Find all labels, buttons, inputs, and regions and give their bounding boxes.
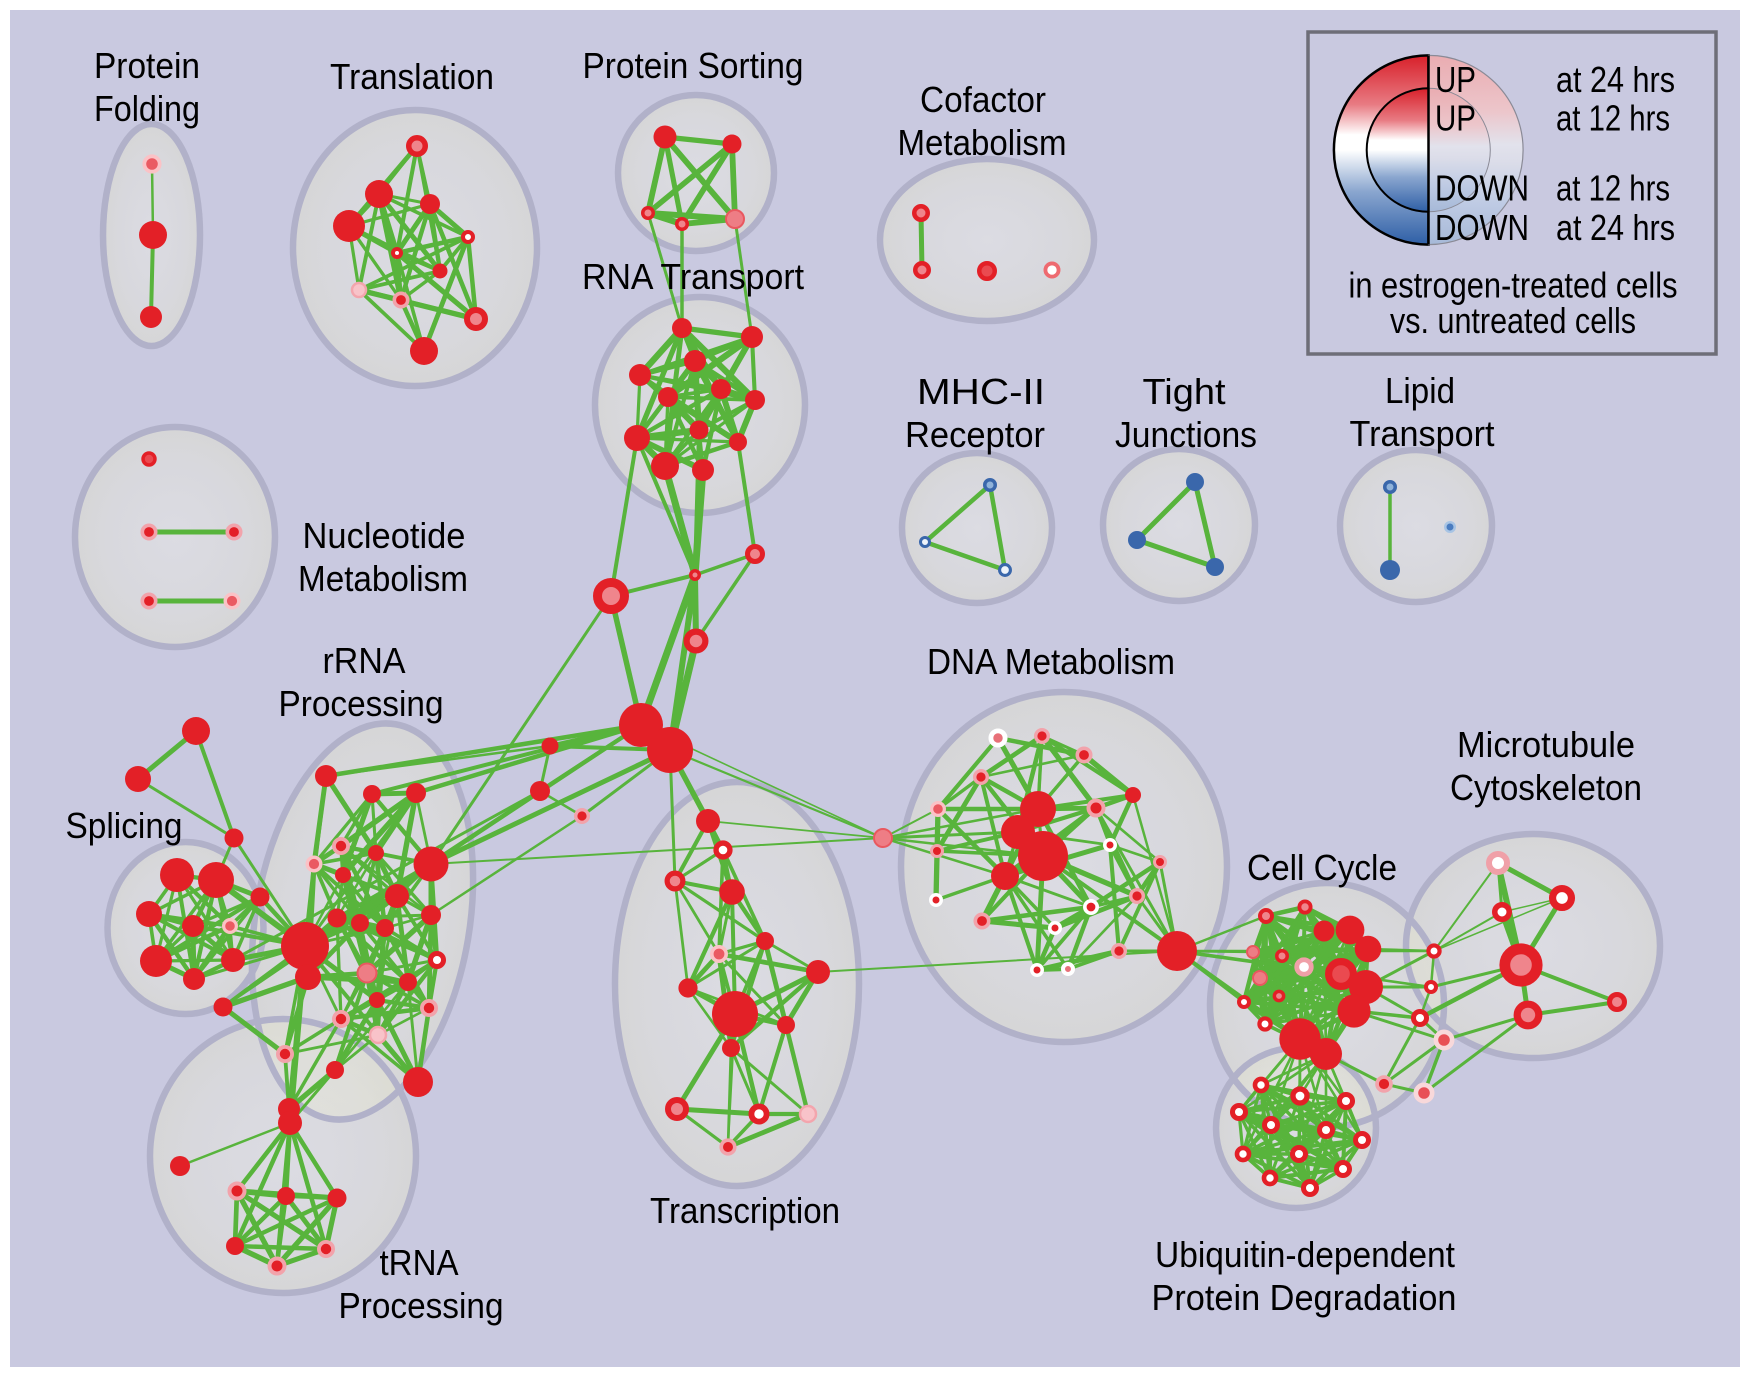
svg-text:Cytoskeleton: Cytoskeleton <box>1450 767 1642 808</box>
svg-text:Lipid: Lipid <box>1385 370 1455 411</box>
svg-text:Processing: Processing <box>339 1285 504 1326</box>
svg-text:Tight: Tight <box>1143 371 1226 412</box>
svg-text:at 12 hrs: at 12 hrs <box>1556 98 1670 139</box>
svg-text:Processing: Processing <box>279 683 444 724</box>
svg-text:at 24 hrs: at 24 hrs <box>1556 207 1675 248</box>
svg-text:Folding: Folding <box>94 88 200 129</box>
svg-text:DNA Metabolism: DNA Metabolism <box>927 641 1175 682</box>
svg-text:Nucleotide: Nucleotide <box>303 515 466 556</box>
svg-text:Cofactor: Cofactor <box>920 79 1046 120</box>
svg-text:RNA Transport: RNA Transport <box>582 256 804 297</box>
svg-text:vs. untreated cells: vs. untreated cells <box>1390 300 1636 341</box>
svg-text:MHC-II: MHC-II <box>917 371 1045 412</box>
svg-text:UP: UP <box>1435 59 1476 100</box>
svg-text:UP: UP <box>1435 98 1476 139</box>
svg-text:Ubiquitin-dependent: Ubiquitin-dependent <box>1155 1234 1455 1275</box>
svg-text:Cell Cycle: Cell Cycle <box>1247 847 1397 888</box>
svg-text:DOWN: DOWN <box>1435 207 1529 248</box>
svg-text:Protein: Protein <box>94 45 200 86</box>
svg-text:Transcription: Transcription <box>650 1190 840 1231</box>
svg-text:at 24 hrs: at 24 hrs <box>1556 59 1675 100</box>
svg-text:Junctions: Junctions <box>1115 414 1257 455</box>
svg-text:Splicing: Splicing <box>66 805 183 846</box>
svg-text:Microtubule: Microtubule <box>1457 724 1635 765</box>
svg-text:tRNA: tRNA <box>380 1242 459 1283</box>
svg-text:Metabolism: Metabolism <box>298 558 468 599</box>
svg-text:Transport: Transport <box>1350 413 1495 454</box>
svg-text:Metabolism: Metabolism <box>898 122 1067 163</box>
svg-text:DOWN: DOWN <box>1435 168 1529 209</box>
svg-text:Translation: Translation <box>330 56 494 97</box>
svg-text:at 12 hrs: at 12 hrs <box>1556 168 1670 209</box>
svg-text:Protein Sorting: Protein Sorting <box>583 45 804 86</box>
svg-text:in estrogen-treated cells: in estrogen-treated cells <box>1349 265 1678 306</box>
svg-text:rRNA: rRNA <box>323 640 406 681</box>
svg-text:Receptor: Receptor <box>905 414 1045 455</box>
svg-text:Protein Degradation: Protein Degradation <box>1152 1277 1457 1318</box>
